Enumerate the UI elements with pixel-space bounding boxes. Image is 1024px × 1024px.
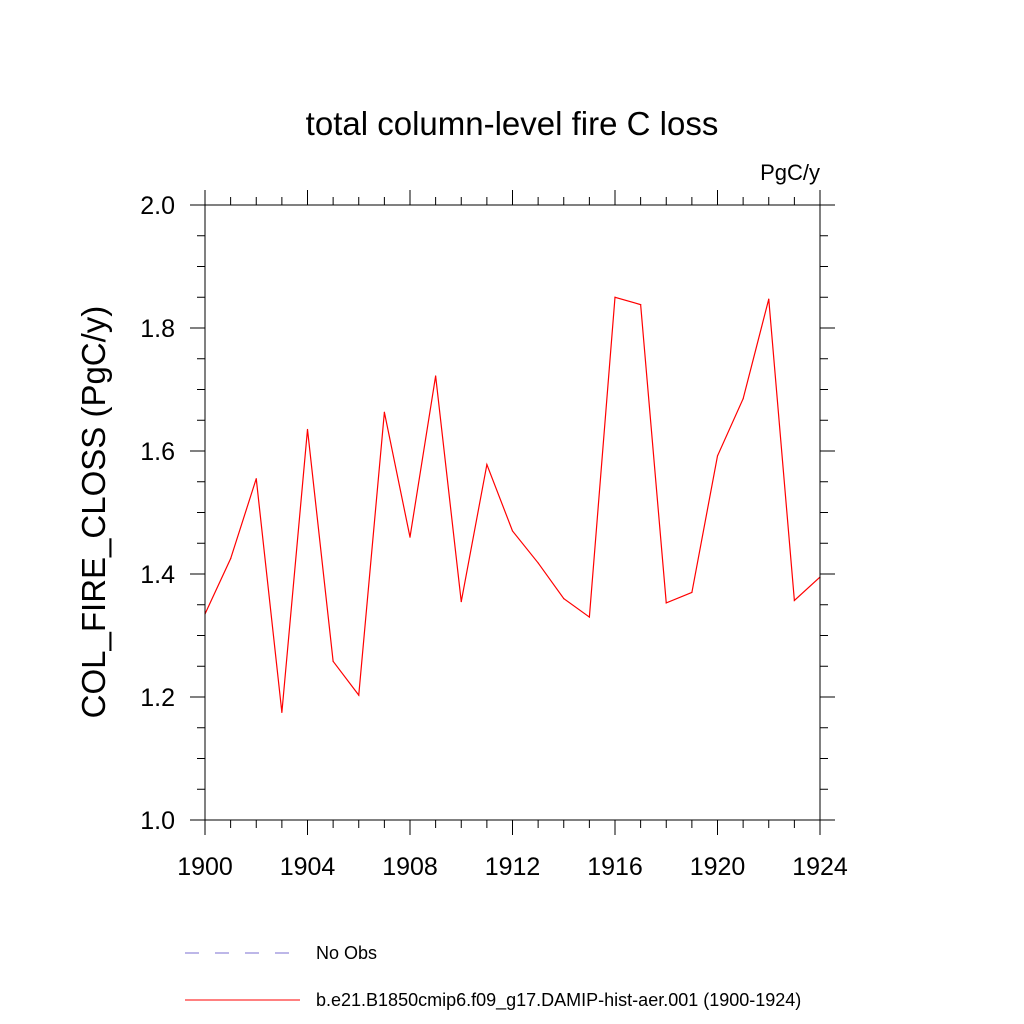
axis-tick-labels: 1900 1904 1908 1912 1916 1920 1924 1.0 1.2 1.4 1.6… (140, 192, 848, 881)
data-point-1911 (486, 463, 488, 466)
data-point-1919 (691, 591, 693, 594)
data-point-1913 (537, 562, 539, 564)
data-point-1910 (460, 601, 462, 603)
data-point-1902 (255, 478, 257, 480)
x-tick-label-1916: 1916 (587, 853, 643, 881)
data-point-1920 (716, 455, 719, 457)
data-point-1916 (614, 296, 616, 298)
data-point-1907 (383, 411, 385, 413)
y-tick-label-5: 2.0 (140, 192, 175, 220)
legend-label-no-obs: No Obs (316, 943, 377, 963)
units-label: PgC/y (760, 160, 820, 185)
x-tick-label-1908: 1908 (382, 853, 438, 881)
data-point-1908 (409, 536, 411, 538)
plot-frame (204, 204, 821, 821)
y-tick-label-1: 1.2 (140, 684, 175, 712)
data-point-1918 (665, 602, 667, 604)
data-point-1901 (230, 558, 232, 560)
plot-series (204, 296, 821, 713)
data-point-1914 (563, 598, 565, 600)
data-point-1912 (511, 530, 514, 532)
x-tick-label-1900: 1900 (177, 853, 233, 881)
data-point-1903 (281, 711, 283, 713)
data-point-1917 (640, 304, 642, 306)
data-point-1923 (793, 599, 795, 602)
legend: No Obs b.e21.B1850cmip6.f09_g17.DAMIP-hi… (185, 943, 801, 1011)
x-tick-label-1912: 1912 (485, 853, 541, 881)
y-axis-label: COL_FIRE_CLOSS (PgC/y) (75, 306, 112, 719)
data-point-1915 (588, 616, 590, 618)
x-tick-label-1920: 1920 (690, 853, 746, 881)
y-tick-label-3: 1.6 (140, 438, 175, 466)
data-point-1904 (306, 428, 309, 431)
x-tick-label-1924: 1924 (792, 853, 848, 881)
chart-title: total column-level fire C loss (306, 105, 719, 142)
data-point-1905 (332, 660, 334, 662)
data-point-1921 (742, 398, 744, 400)
y-tick-label-0: 1.0 (140, 807, 175, 835)
legend-label-model: b.e21.B1850cmip6.f09_g17.DAMIP-hist-aer.… (316, 990, 801, 1011)
y-tick-label-2: 1.4 (140, 561, 175, 589)
x-tick-label-1904: 1904 (280, 853, 336, 881)
data-point-1909 (435, 375, 437, 377)
series-line-0 (204, 296, 821, 713)
data-point-1906 (358, 694, 360, 696)
data-point-1922 (768, 298, 770, 300)
axis-ticks (190, 190, 835, 835)
y-tick-label-4: 1.8 (140, 315, 175, 343)
